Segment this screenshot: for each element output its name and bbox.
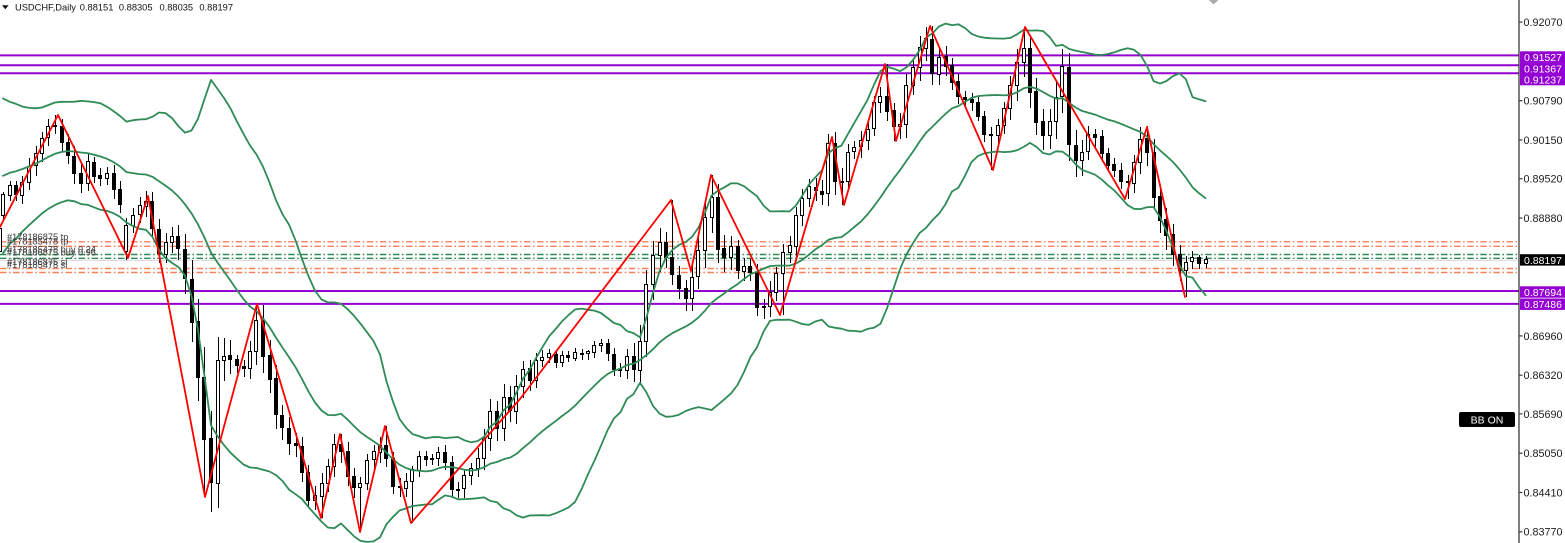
- svg-text:#178185478 sl: #178185478 sl: [7, 260, 67, 270]
- svg-text:0.90150: 0.90150: [1524, 135, 1563, 147]
- svg-text:0.87694: 0.87694: [1524, 287, 1562, 299]
- svg-text:0.92070: 0.92070: [1524, 17, 1563, 29]
- svg-text:0.87486: 0.87486: [1524, 299, 1562, 311]
- svg-text:0.91367: 0.91367: [1524, 63, 1562, 75]
- svg-text:0.88035: 0.88035: [160, 3, 194, 13]
- svg-text:0.91527: 0.91527: [1524, 52, 1562, 64]
- svg-text:#178185478 buy 0.24: #178185478 buy 0.24: [7, 244, 96, 254]
- svg-text:0.85690: 0.85690: [1524, 409, 1563, 421]
- svg-text:USDCHF,Daily: USDCHF,Daily: [15, 3, 76, 13]
- svg-text:0.88197: 0.88197: [199, 3, 233, 13]
- svg-text:0.89520: 0.89520: [1524, 174, 1563, 186]
- svg-text:0.91237: 0.91237: [1524, 75, 1562, 87]
- svg-text:0.83770: 0.83770: [1524, 527, 1563, 539]
- svg-text:0.88305: 0.88305: [119, 3, 153, 13]
- svg-text:#178186875 buy 0.96: #178186875 buy 0.96: [7, 248, 96, 258]
- svg-text:0.86960: 0.86960: [1524, 331, 1563, 343]
- svg-text:0.84410: 0.84410: [1524, 487, 1563, 499]
- svg-text:0.85050: 0.85050: [1524, 448, 1563, 460]
- svg-text:0.88880: 0.88880: [1524, 213, 1563, 225]
- svg-text:0.90790: 0.90790: [1524, 96, 1563, 108]
- svg-text:BB ON: BB ON: [1471, 414, 1504, 426]
- svg-text:0.88151: 0.88151: [80, 3, 114, 13]
- svg-text:0.86320: 0.86320: [1524, 370, 1563, 382]
- svg-text:#178186875 tp: #178186875 tp: [7, 232, 68, 242]
- svg-text:#178185478 tp: #178185478 tp: [7, 236, 68, 246]
- svg-text:0.88197: 0.88197: [1524, 255, 1562, 267]
- svg-text:#178186875 sl: #178186875 sl: [7, 257, 67, 267]
